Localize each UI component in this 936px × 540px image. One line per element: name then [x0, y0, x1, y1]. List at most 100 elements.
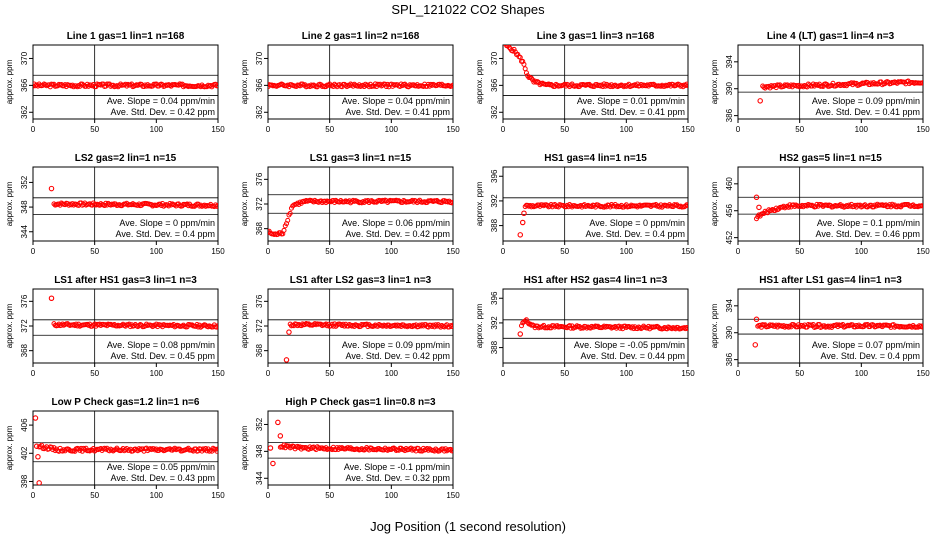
x-tick-label: 150: [211, 125, 225, 134]
x-tick-label: 150: [681, 369, 695, 378]
y-tick-label: 452: [725, 230, 734, 244]
x-tick-label: 100: [150, 491, 164, 500]
data-point: [519, 323, 524, 329]
y-axis-label: approx. ppm: [475, 59, 484, 104]
data-point: [756, 204, 762, 211]
data-point: [753, 316, 760, 323]
y-tick-label: 460: [725, 177, 734, 191]
data-point: [285, 217, 291, 223]
y-tick-label: 348: [20, 200, 29, 214]
panel-title: Line 3 gas=1 lin=3 n=168: [537, 31, 655, 42]
y-axis-label: approx. ppm: [5, 425, 14, 470]
data-points: [48, 295, 218, 330]
x-tick-label: 100: [855, 369, 869, 378]
data-point: [283, 357, 290, 363]
data-points: [48, 185, 218, 210]
x-tick-label: 50: [90, 247, 99, 256]
slope-annotation: Ave. Slope = 0.09 ppm/min: [342, 340, 450, 350]
data-point: [312, 197, 318, 203]
x-tick-label: 150: [681, 125, 695, 134]
x-tick-label: 100: [620, 247, 634, 256]
y-tick-label: 352: [255, 417, 264, 431]
y-tick-label: 394: [725, 55, 734, 69]
y-tick-label: 392: [490, 194, 499, 208]
data-point: [567, 323, 573, 329]
y-tick-label: 398: [20, 474, 29, 488]
x-tick-label: 0: [31, 369, 36, 378]
chart-panel: Line 3 gas=1 lin=3 n=168 0 50 100 150 362 366 3…: [475, 31, 695, 134]
slope-annotation: Ave. Slope = 0.07 ppm/min: [812, 340, 920, 350]
data-point: [786, 324, 792, 330]
x-tick-label: 150: [916, 247, 930, 256]
chart-panel: HS1 gas=4 lin=1 n=15 0 50 100 150 388 392 396 ap…: [475, 153, 695, 256]
data-point: [166, 203, 172, 209]
chart-panel: LS2 gas=2 lin=1 n=15 0 50 100 150 344 348 352 ap…: [5, 153, 225, 256]
y-axis-label: approx. ppm: [240, 59, 249, 104]
data-point: [515, 51, 521, 57]
y-tick-label: 388: [490, 218, 499, 232]
y-tick-label: 376: [255, 172, 264, 186]
x-tick-label: 100: [150, 125, 164, 134]
x-tick-label: 150: [681, 247, 695, 256]
data-point: [810, 322, 816, 328]
data-point: [72, 448, 78, 454]
data-point: [214, 448, 218, 454]
data-points: [33, 81, 218, 90]
panel-title: Line 4 (LT) gas=1 lin=4 n=3: [767, 31, 895, 42]
data-point: [685, 83, 688, 89]
panel-title: Low P Check gas=1.2 lin=1 n=6: [52, 397, 200, 408]
x-tick-label: 50: [90, 369, 99, 378]
data-point: [194, 322, 200, 328]
x-tick-label: 150: [916, 369, 930, 378]
data-point: [268, 229, 271, 235]
y-axis-label: approx. ppm: [240, 425, 249, 470]
data-point: [275, 419, 281, 426]
y-axis-label: approx. ppm: [475, 303, 484, 348]
data-point: [398, 445, 404, 451]
x-tick-label: 0: [31, 125, 36, 134]
y-tick-label: 370: [490, 51, 499, 65]
data-point: [215, 83, 218, 89]
data-point: [521, 61, 527, 67]
data-point: [600, 84, 606, 90]
y-tick-label: 368: [255, 343, 264, 357]
chart-panel: Low P Check gas=1.2 lin=1 n=6 0 50 100 150 39…: [5, 397, 225, 500]
stddev-annotation: Ave. Std. Dev. = 0.44 ppm: [581, 351, 685, 361]
y-axis-label: approx. ppm: [5, 181, 14, 226]
y-axis-label: approx. ppm: [5, 303, 14, 348]
panel-title: LS1 after LS2 gas=3 lin=1 n=3: [290, 275, 432, 286]
data-point: [215, 203, 218, 209]
x-tick-label: 0: [266, 369, 271, 378]
chart-main-title: SPL_121022 CO2 Shapes: [391, 2, 545, 17]
x-tick-label: 50: [795, 247, 804, 256]
chart-panel: LS1 after LS2 gas=3 lin=1 n=3 0 50 100 150 36…: [240, 275, 460, 378]
panel-title: HS1 gas=4 lin=1 n=15: [544, 153, 647, 164]
y-tick-label: 370: [20, 51, 29, 65]
x-tick-label: 150: [446, 369, 460, 378]
slope-annotation: Ave. Slope = 0.04 ppm/min: [342, 96, 450, 106]
y-tick-label: 386: [725, 352, 734, 366]
data-point: [281, 227, 287, 233]
y-tick-label: 402: [20, 446, 29, 460]
data-point: [450, 447, 453, 453]
stddev-annotation: Ave. Std. Dev. = 0.42 ppm: [111, 107, 215, 117]
x-tick-label: 150: [211, 247, 225, 256]
data-point: [33, 415, 39, 421]
data-point: [268, 445, 274, 451]
y-tick-label: 344: [20, 225, 29, 239]
x-tick-label: 100: [620, 125, 634, 134]
panel-title: HS2 gas=5 lin=1 n=15: [779, 153, 882, 164]
data-point: [830, 80, 836, 86]
data-points: [268, 81, 453, 90]
stddev-annotation: Ave. Std. Dev. = 0.45 ppm: [111, 351, 215, 361]
data-point: [362, 81, 368, 87]
data-point: [397, 84, 403, 90]
data-point: [753, 194, 760, 201]
y-tick-label: 394: [725, 299, 734, 313]
panel-title: HS1 after HS2 gas=4 lin=1 n=3: [524, 275, 668, 286]
data-point: [519, 219, 526, 226]
slope-annotation: Ave. Slope = 0.08 ppm/min: [107, 340, 215, 350]
data-point: [520, 58, 526, 64]
x-tick-label: 0: [31, 491, 36, 500]
panel-title: High P Check gas=1 lin=0.8 n=3: [285, 397, 436, 408]
